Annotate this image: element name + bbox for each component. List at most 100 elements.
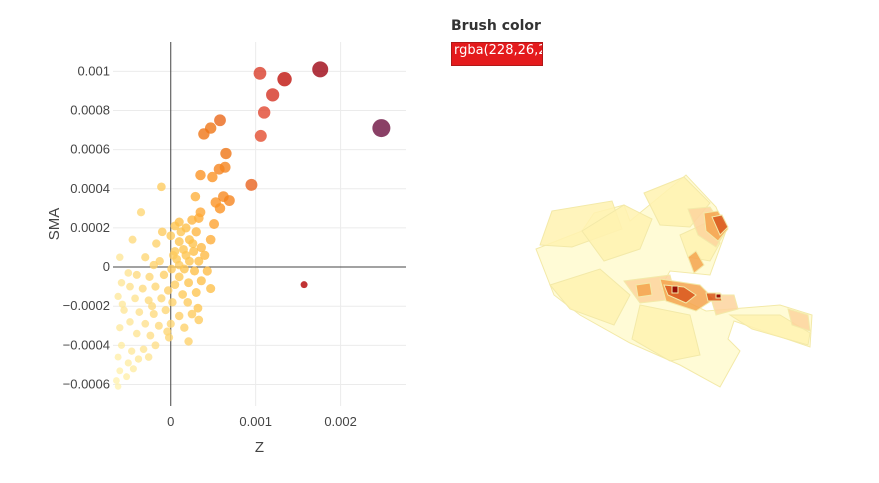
scatter-point[interactable] (117, 341, 126, 349)
scatter-point[interactable] (131, 294, 139, 303)
scatter-point[interactable] (157, 294, 166, 303)
scatter-point[interactable] (136, 208, 146, 217)
scatter-point[interactable] (194, 315, 204, 325)
scatter-point[interactable] (167, 264, 176, 274)
scatter-point[interactable] (166, 231, 176, 241)
scatter-point[interactable] (198, 128, 210, 140)
map-region[interactable] (787, 308, 811, 332)
scatter-point[interactable] (117, 278, 126, 287)
scatter-point[interactable] (172, 254, 182, 264)
scatter-point[interactable] (190, 191, 201, 202)
scatter-point[interactable] (146, 331, 155, 340)
scatter-point[interactable] (145, 272, 154, 281)
scatter-point[interactable] (116, 367, 124, 375)
scatter-point[interactable] (141, 319, 150, 328)
scatter-point[interactable] (200, 250, 210, 260)
scatter-point[interactable] (193, 303, 203, 313)
scatter-point[interactable] (132, 329, 141, 338)
scatter-point[interactable] (181, 223, 191, 233)
map-region[interactable] (581, 204, 653, 262)
scatter-point[interactable] (124, 269, 133, 277)
scatter-point[interactable] (213, 163, 225, 175)
scatter-point[interactable] (116, 253, 124, 262)
map-region[interactable] (687, 250, 705, 274)
scatter-point[interactable] (113, 377, 120, 384)
scatter-point[interactable] (187, 309, 197, 319)
scatter-point[interactable] (151, 341, 160, 350)
scatter-point[interactable] (266, 88, 280, 102)
scatter-point[interactable] (149, 310, 158, 319)
scatter-point[interactable] (372, 119, 391, 138)
scatter-point[interactable] (164, 333, 174, 342)
scatter-point[interactable] (168, 298, 177, 307)
scatter-point[interactable] (196, 276, 206, 286)
scatter-point[interactable] (205, 234, 216, 245)
scatter-point[interactable] (144, 296, 153, 305)
scatter-point[interactable] (195, 207, 206, 218)
scatter-plot[interactable]: 0.001 0.0008 0.0006 0.0004 0.0002 0 −0.0002 −0.… (0, 0, 450, 483)
scatter-point[interactable] (170, 280, 180, 289)
scatter-point[interactable] (157, 182, 166, 192)
scatter-point[interactable] (300, 281, 308, 289)
scatter-point[interactable] (135, 308, 144, 316)
scatter-point[interactable] (129, 365, 137, 373)
scatter-point[interactable] (132, 270, 141, 279)
scatter-point[interactable] (184, 235, 194, 245)
scatter-point[interactable] (152, 239, 161, 248)
scatter-point[interactable] (134, 355, 143, 363)
scatter-point[interactable] (174, 237, 184, 247)
scatter-point[interactable] (114, 353, 122, 361)
scatter-point[interactable] (191, 227, 201, 237)
scatter-point[interactable] (151, 282, 160, 291)
scatter-point[interactable] (189, 246, 199, 256)
scatter-point[interactable] (114, 292, 122, 301)
scatter-point[interactable] (189, 266, 200, 276)
map-region[interactable] (549, 268, 631, 326)
scatter-point[interactable] (139, 345, 148, 354)
scatter-point[interactable] (161, 306, 170, 315)
brush-color-input[interactable]: rgba(228,26,28,1) (451, 42, 543, 66)
scatter-point[interactable] (144, 353, 153, 361)
scatter-point[interactable] (196, 242, 206, 253)
scatter-point[interactable] (184, 337, 193, 346)
scatter-point[interactable] (179, 264, 189, 274)
scatter-point[interactable] (123, 373, 131, 381)
map-region[interactable] (635, 282, 653, 298)
map-region[interactable] (711, 214, 729, 236)
scatter-point[interactable] (202, 266, 212, 276)
scatter-point[interactable] (126, 318, 134, 326)
scatter-point[interactable] (166, 319, 175, 328)
scatter-point[interactable] (116, 324, 124, 332)
scatter-point[interactable] (257, 106, 271, 119)
scatter-point[interactable] (178, 290, 188, 299)
scatter-point[interactable] (170, 247, 180, 256)
scatter-point[interactable] (206, 284, 216, 294)
scatter-point[interactable] (128, 347, 136, 355)
scatter-point[interactable] (214, 203, 226, 214)
map-region[interactable] (715, 293, 722, 299)
scatter-point[interactable] (180, 323, 189, 332)
map-region[interactable] (671, 285, 679, 294)
scatter-point[interactable] (195, 169, 206, 181)
map-regions[interactable] (535, 174, 813, 388)
scatter-point[interactable] (175, 311, 184, 321)
scatter-point[interactable] (120, 306, 128, 314)
scatter-point[interactable] (157, 227, 167, 237)
map-region[interactable] (728, 314, 811, 346)
scatter-point[interactable] (214, 114, 226, 127)
scatter-point[interactable] (154, 321, 163, 330)
scatter-point[interactable] (138, 284, 147, 293)
scatter-point[interactable] (174, 217, 184, 227)
scatter-point[interactable] (184, 278, 194, 288)
scatter-point[interactable] (194, 256, 204, 266)
scatter-point[interactable] (174, 272, 184, 282)
choropleth-map[interactable] (520, 165, 820, 395)
scatter-point[interactable] (223, 195, 235, 206)
scatter-point[interactable] (207, 171, 218, 183)
scatter-point[interactable] (245, 178, 258, 191)
scatter-point[interactable] (155, 256, 164, 266)
scatter-point[interactable] (312, 61, 329, 78)
scatter-point[interactable] (148, 302, 157, 311)
scatter-point[interactable] (183, 297, 193, 307)
scatter-point[interactable] (254, 129, 267, 142)
